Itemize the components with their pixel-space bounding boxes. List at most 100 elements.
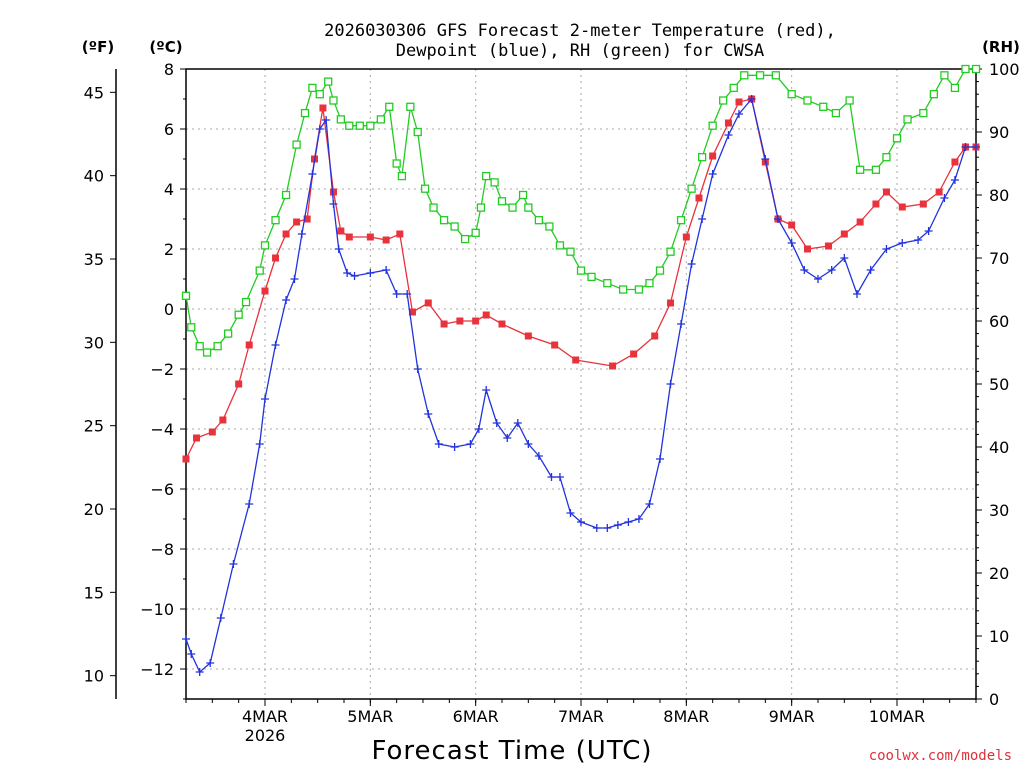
- rh-marker: [406, 102, 415, 111]
- dewpoint-marker: [255, 440, 264, 448]
- rh-tick-label: 40: [989, 438, 1009, 457]
- rh-marker: [292, 140, 301, 149]
- dewpoint-marker: [577, 518, 585, 526]
- rh-marker: [490, 178, 499, 187]
- temperature-marker: [651, 332, 659, 340]
- celsius-axis-unit: (ºC): [149, 38, 182, 56]
- dewpoint-marker: [308, 170, 317, 178]
- dewpoint-marker: [290, 275, 299, 283]
- dewpoint-marker: [735, 110, 743, 118]
- celsius-tick-label: −10: [140, 600, 174, 619]
- temperature-marker: [951, 158, 959, 166]
- dewpoint-marker: [624, 518, 633, 526]
- temperature-marker: [695, 194, 703, 202]
- rh-marker: [336, 115, 345, 124]
- x-tick-label: 4MAR: [242, 707, 288, 726]
- celsius-tick-label: −12: [140, 660, 174, 679]
- rh-marker: [618, 285, 628, 294]
- rh-marker: [315, 90, 324, 99]
- dewpoint-marker: [343, 269, 352, 277]
- rh-marker: [281, 190, 291, 200]
- rh-tick-label: 80: [989, 186, 1009, 205]
- rh-marker: [420, 184, 430, 193]
- rh-marker: [729, 83, 738, 93]
- celsius-tick-label: −2: [150, 360, 174, 379]
- rh-marker: [740, 71, 749, 80]
- dewpoint-marker: [434, 440, 443, 448]
- dewpoint-marker: [524, 440, 533, 448]
- rh-marker: [676, 216, 686, 225]
- dewpoint-marker: [972, 143, 980, 151]
- rh-marker: [476, 203, 486, 212]
- temperature-marker: [724, 119, 732, 127]
- x-tick-label: 5MAR: [347, 707, 393, 726]
- rh-marker: [195, 342, 204, 351]
- dewpoint-marker: [245, 500, 254, 508]
- rh-marker: [831, 108, 841, 118]
- rh-marker: [603, 279, 612, 288]
- temperature-marker: [551, 341, 559, 349]
- x-axis-label: Forecast Time (UTC): [371, 736, 652, 766]
- temperature-marker: [208, 428, 216, 436]
- dewpoint-marker: [747, 95, 756, 103]
- rh-marker: [524, 203, 533, 212]
- temperature-marker: [882, 188, 890, 196]
- dewpoint-marker: [315, 125, 324, 133]
- rh-tick-label: 100: [989, 60, 1020, 79]
- dewpoint-marker: [466, 440, 475, 448]
- rh-marker: [961, 64, 970, 74]
- rh-marker: [845, 96, 854, 105]
- rh-marker: [376, 115, 386, 124]
- rh-marker: [187, 323, 196, 332]
- rh-marker: [471, 228, 480, 237]
- fahrenheit-tick-label: 20: [84, 500, 104, 519]
- rh-marker: [882, 153, 891, 162]
- rh-marker: [385, 102, 394, 111]
- rh-marker: [803, 96, 812, 105]
- rh-marker: [181, 291, 191, 300]
- rh-marker: [555, 241, 565, 250]
- fahrenheit-tick-label: 40: [84, 167, 104, 186]
- dewpoint-marker: [334, 245, 343, 253]
- temperature-marker: [396, 230, 404, 238]
- celsius-tick-label: 2: [164, 240, 174, 259]
- temperature-marker: [329, 188, 337, 196]
- dewpoint-marker: [840, 254, 849, 262]
- dewpoint-marker: [350, 272, 359, 280]
- fahrenheit-axis-unit: (ºF): [82, 38, 114, 56]
- rh-marker: [460, 234, 470, 244]
- temperature-marker: [193, 434, 201, 442]
- rh-marker: [345, 121, 354, 130]
- rh-marker: [576, 266, 586, 275]
- dewpoint-marker: [645, 500, 654, 508]
- fahrenheit-tick-label: 45: [84, 83, 104, 102]
- data-series: [181, 64, 981, 676]
- rh-marker: [666, 247, 675, 256]
- dewpoint-marker: [566, 509, 575, 517]
- dewpoint-marker: [656, 455, 664, 463]
- dewpoint-marker: [773, 215, 782, 223]
- temperature-marker: [272, 254, 280, 262]
- dewpoint-marker: [687, 260, 696, 268]
- temperature-marker: [898, 203, 906, 211]
- dewpoint-marker: [534, 452, 543, 460]
- rh-marker: [771, 71, 781, 80]
- rh-marker: [971, 64, 981, 74]
- dewpoint-marker: [787, 239, 796, 247]
- temperature-marker: [293, 218, 301, 226]
- dewpoint-marker: [413, 365, 422, 373]
- dewpoint-marker: [282, 296, 291, 304]
- rh-tick-label: 60: [989, 312, 1009, 331]
- dewpoint-marker: [271, 341, 280, 349]
- rh-tick-label: 70: [989, 249, 1009, 268]
- rh-marker: [587, 272, 596, 282]
- rh-marker: [255, 266, 264, 275]
- chart-title-line2: Dewpoint (blue), RH (green) for CWSA: [396, 41, 764, 61]
- rh-marker: [271, 216, 280, 225]
- credit-link[interactable]: coolwx.com/models: [869, 748, 1012, 764]
- dewpoint-marker: [852, 290, 861, 298]
- rh-tick-label: 50: [989, 375, 1009, 394]
- temperature-marker: [235, 380, 243, 388]
